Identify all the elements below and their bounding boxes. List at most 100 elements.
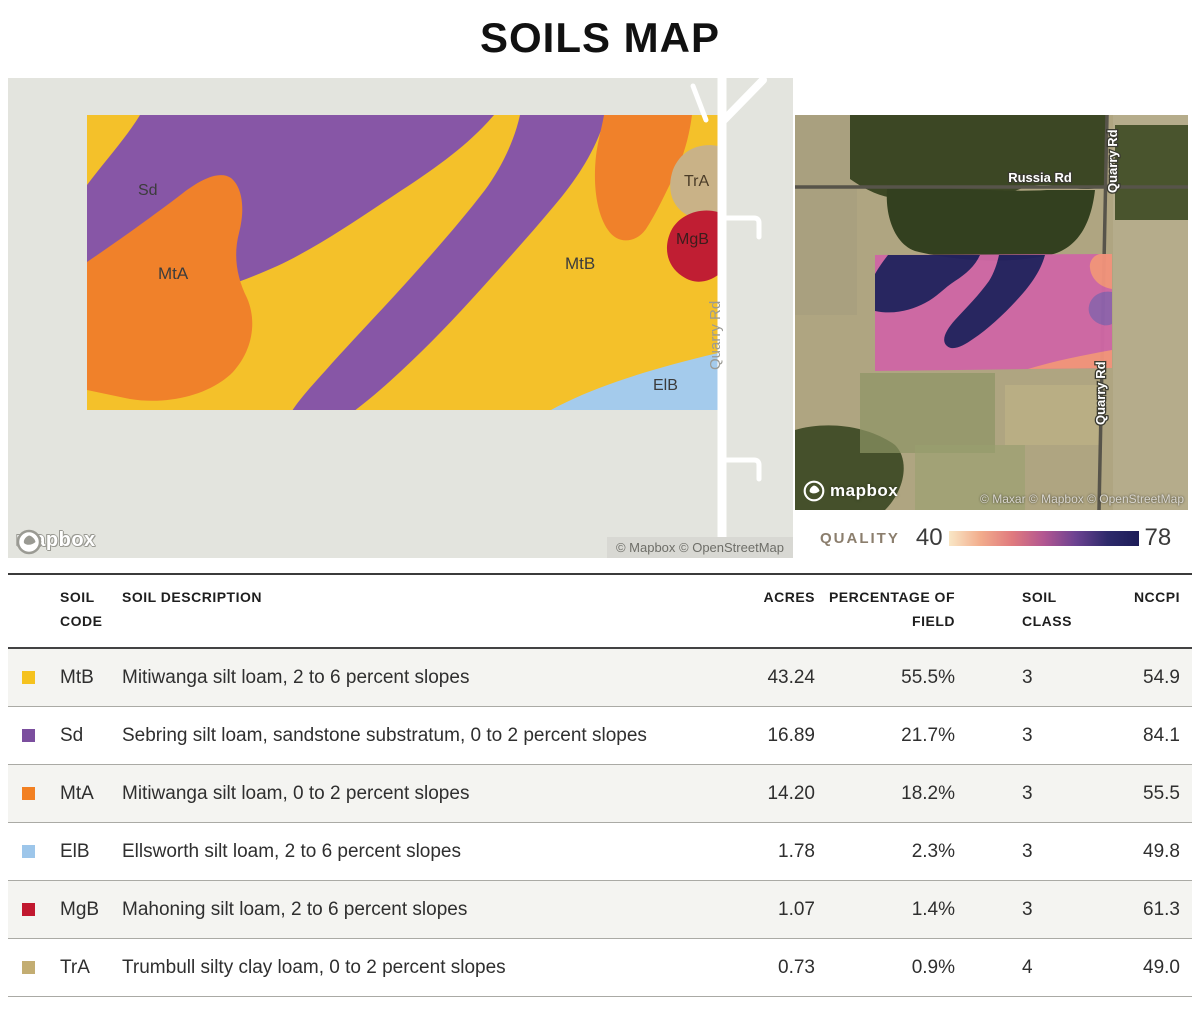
quarry-rd-label-top: Quarry Rd [1105,129,1120,193]
header-soil-class: SOIL CLASS [1022,589,1072,629]
cell-soil-class: 4 [1022,956,1033,978]
cell-nccpi: 61.3 [1143,898,1180,920]
header-percentage: PERCENTAGE OF FIELD [828,589,955,629]
soil-region-tra [670,145,718,220]
cell-soil-code: MtB [60,666,94,688]
cell-soil-code: Sd [60,724,84,746]
overlay-salmon-tr [1089,254,1112,289]
soil-color-swatch [22,671,35,684]
cell-description: Ellsworth silt loam, 2 to 6 percent slop… [122,840,461,862]
quarry-rd-label-bottom: Quarry Rd [1093,361,1108,425]
soils-table: SOIL CODE SOIL DESCRIPTION ACRES PERCENT… [8,573,1192,997]
table-row: MgB Mahoning silt loam, 2 to 6 percent s… [8,881,1192,939]
driveway-upper [723,215,762,240]
cell-percentage: 21.7% [901,724,955,746]
quality-max-value: 78 [1144,524,1172,551]
soil-color-swatch [22,845,35,858]
mapbox-logo-icon [16,529,42,555]
quarry-rd-label: Quarry Rd [707,301,724,370]
cell-description: Mitiwanga silt loam, 0 to 2 percent slop… [122,782,470,804]
soil-color-swatch [22,787,35,800]
label-tra: TrA [684,173,710,190]
road-fork [718,78,767,126]
header-soil-description: SOIL DESCRIPTION [122,589,262,605]
mapbox-logo-sat[interactable]: mapbox [803,480,898,502]
cell-acres: 16.89 [767,724,815,746]
cell-acres: 1.07 [778,898,815,920]
cell-acres: 1.78 [778,840,815,862]
road-branch [690,83,709,123]
satellite-quality-map[interactable]: Russia Rd Quarry Rd Quarry Rd mapbox © M… [795,115,1188,510]
cell-nccpi: 49.8 [1143,840,1180,862]
forest-mid [886,187,1095,261]
overlay-salmon-br [1028,350,1112,369]
cell-soil-class: 3 [1022,666,1033,688]
soil-map-canvas: Sd MtA MtB TrA MgB ElB Quarry Rd [87,78,767,558]
cell-nccpi: 54.9 [1143,666,1180,688]
quality-legend-label: QUALITY [820,529,900,547]
cell-description: Sebring silt loam, sandstone substratum,… [122,724,647,746]
soil-color-swatch [22,961,35,974]
table-header-row: SOIL CODE SOIL DESCRIPTION ACRES PERCENT… [8,575,1192,649]
cell-percentage: 1.4% [911,898,955,920]
cell-acres: 0.73 [778,956,815,978]
page-title: SOILS MAP [479,14,721,61]
cell-soil-code: MtA [60,782,94,804]
label-sd: Sd [138,182,158,199]
cell-description: Mahoning silt loam, 2 to 6 percent slope… [122,898,468,920]
cell-percentage: 18.2% [901,782,955,804]
header-nccpi: NCCPI [1133,589,1180,605]
table-row: MtA Mitiwanga silt loam, 0 to 2 percent … [8,765,1192,823]
driveway-lower [723,457,762,482]
cell-soil-class: 3 [1022,898,1033,920]
mapbox-logo[interactable]: mapbox [16,529,96,555]
map-attribution[interactable]: © Mapbox © OpenStreetMap [606,537,793,558]
header-soil-code: SOIL CODE [60,589,103,629]
soil-region-mgb [666,210,718,282]
header-acres: ACRES [763,589,815,605]
cell-nccpi: 49.0 [1143,956,1180,978]
quality-legend: QUALITY 40 78 [795,516,1195,560]
cell-soil-class: 3 [1022,840,1033,862]
cell-soil-code: ElB [60,840,90,862]
cell-percentage: 0.9% [911,956,955,978]
cell-percentage: 2.3% [911,840,955,862]
satellite-attribution[interactable]: © Maxar © Mapbox © OpenStreetMap [980,492,1184,506]
cell-percentage: 55.5% [901,666,955,688]
cell-soil-code: MgB [60,898,100,920]
cell-description: Mitiwanga silt loam, 2 to 6 percent slop… [122,666,470,688]
table-row: MtB Mitiwanga silt loam, 2 to 6 percent … [8,649,1192,707]
overlay-navy-main [875,255,980,313]
soil-region-sd-band [292,115,606,410]
soil-region-elb [551,353,718,410]
soil-color-swatch [22,729,35,742]
soil-color-swatch [22,903,35,916]
russia-rd-label: Russia Rd [1008,170,1072,185]
soil-region-mta [87,175,253,401]
mapbox-logo-icon [803,480,825,502]
cell-soil-code: TrA [60,956,90,978]
label-mtb: MtB [565,254,595,273]
mapbox-wordmark: mapbox [830,481,899,500]
quality-gradient-bar [948,530,1139,546]
label-mta: MtA [158,264,189,283]
cell-nccpi: 84.1 [1143,724,1180,746]
cell-soil-class: 3 [1022,724,1033,746]
label-elb: ElB [653,377,678,394]
overlay-navy-band [944,255,1045,349]
cell-nccpi: 55.5 [1143,782,1180,804]
table-row: ElB Ellsworth silt loam, 2 to 6 percent … [8,823,1192,881]
satellite-canvas: Russia Rd Quarry Rd Quarry Rd [795,115,1188,510]
forest-top [850,115,1107,199]
overlay-purple-mr [1088,291,1112,326]
table-row: Sd Sebring silt loam, sandstone substrat… [8,707,1192,765]
soil-polygon-map[interactable]: Sd MtA MtB TrA MgB ElB Quarry Rd mapbox … [8,78,793,558]
cell-acres: 43.24 [767,666,815,688]
table-row: TrA Trumbull silty clay loam, 0 to 2 per… [8,939,1192,997]
quality-min-value: 40 [915,524,943,551]
label-mgb: MgB [676,231,709,248]
cell-description: Trumbull silty clay loam, 0 to 2 percent… [122,956,506,978]
soil-region-mta-2 [594,115,692,241]
cell-acres: 14.20 [767,782,815,804]
cell-soil-class: 3 [1022,782,1033,804]
